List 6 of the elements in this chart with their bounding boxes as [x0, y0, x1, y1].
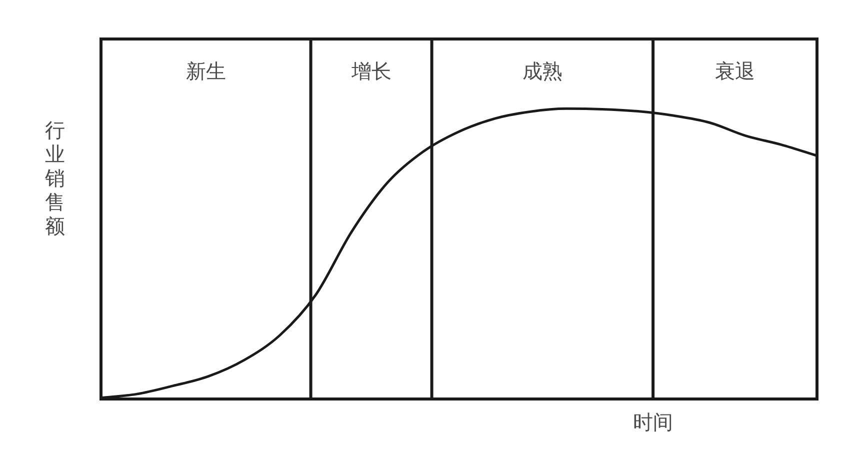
text: 新生 [186, 59, 226, 84]
y-axis-title: 行业销售额 [45, 118, 65, 238]
text: 成熟 [522, 59, 562, 84]
text: 增长 [350, 59, 392, 84]
text: 衰退 [715, 59, 756, 84]
x-axis-title: 时间 [633, 409, 674, 435]
